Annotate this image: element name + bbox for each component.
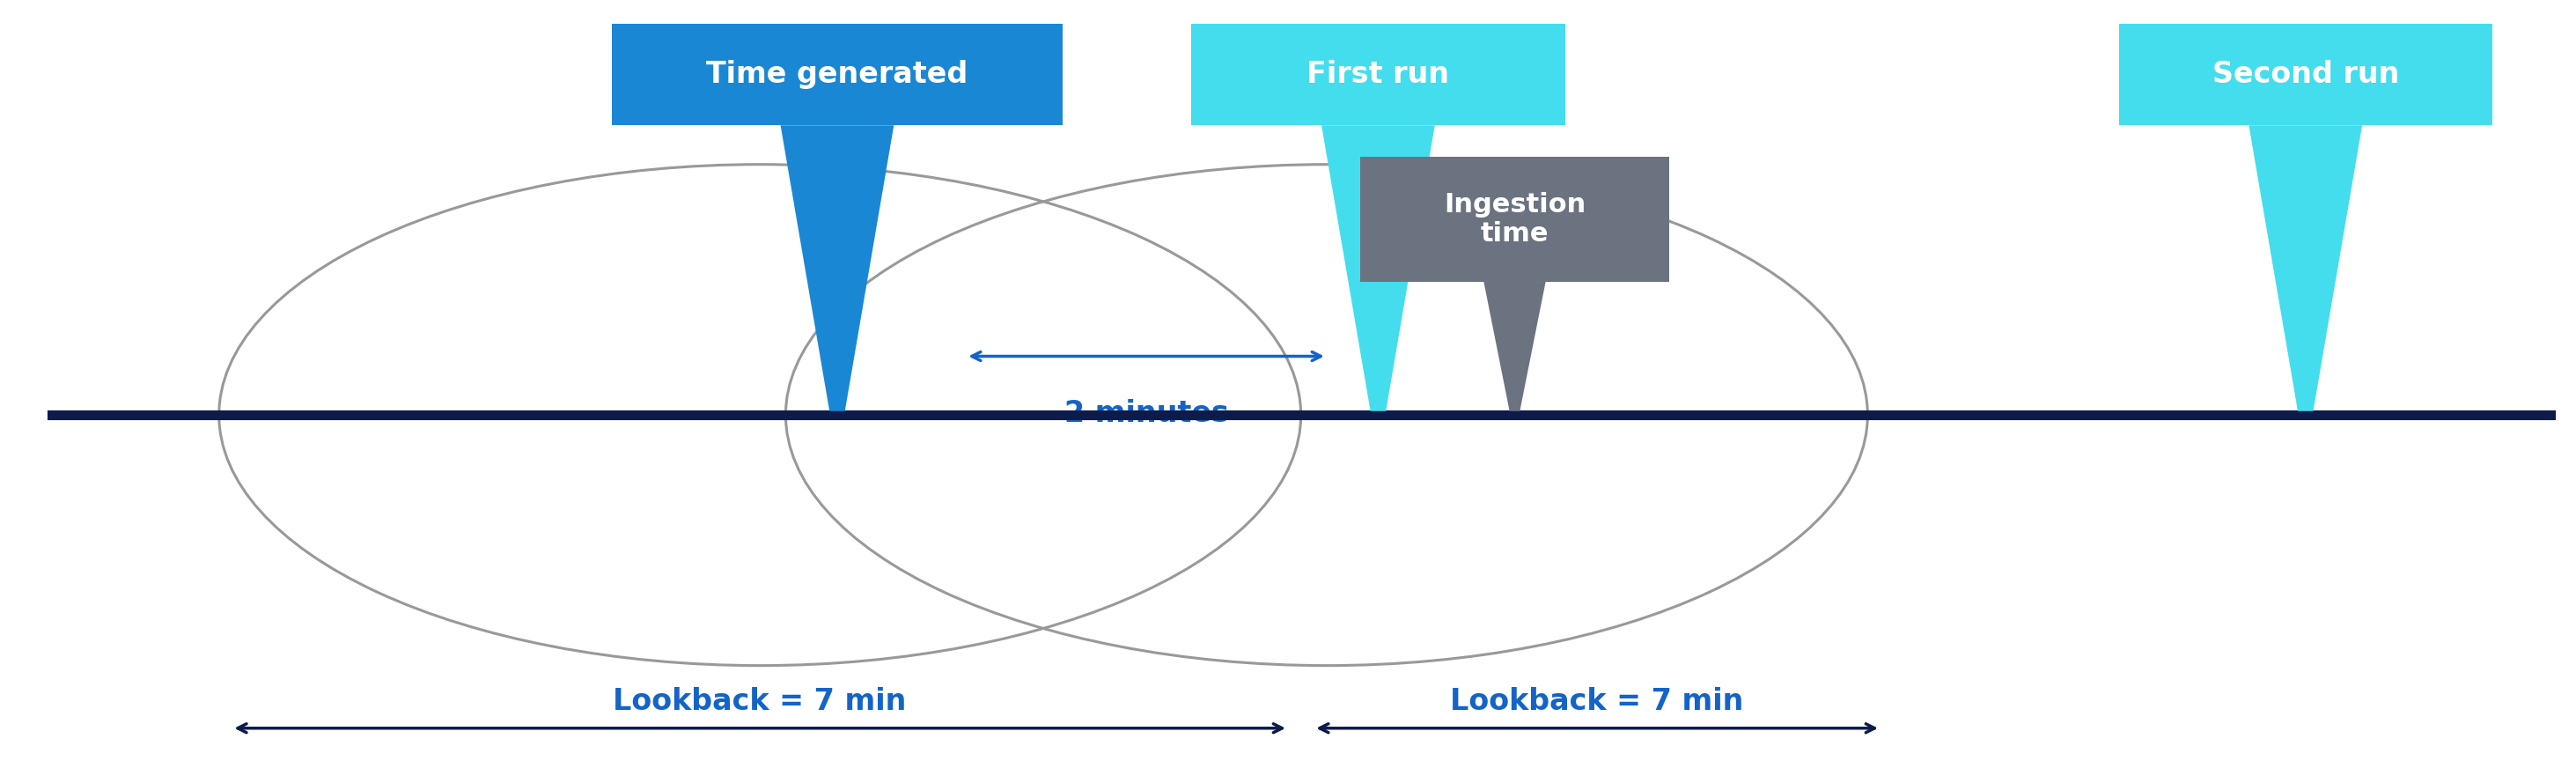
Text: Second run: Second run [2213, 60, 2398, 89]
Text: Time generated: Time generated [706, 60, 969, 89]
Polygon shape [2249, 125, 2362, 411]
Polygon shape [781, 125, 894, 411]
FancyBboxPatch shape [1193, 23, 1566, 125]
Text: Lookback = 7 min: Lookback = 7 min [613, 687, 907, 716]
Polygon shape [1321, 125, 1435, 411]
Polygon shape [1484, 282, 1546, 411]
FancyBboxPatch shape [1360, 157, 1669, 282]
Text: 2 minutes: 2 minutes [1064, 399, 1229, 428]
FancyBboxPatch shape [613, 23, 1061, 125]
FancyBboxPatch shape [2120, 23, 2494, 125]
Text: Lookback = 7 min: Lookback = 7 min [1450, 687, 1744, 716]
Text: Ingestion
time: Ingestion time [1443, 192, 1587, 247]
Text: First run: First run [1306, 60, 1450, 89]
